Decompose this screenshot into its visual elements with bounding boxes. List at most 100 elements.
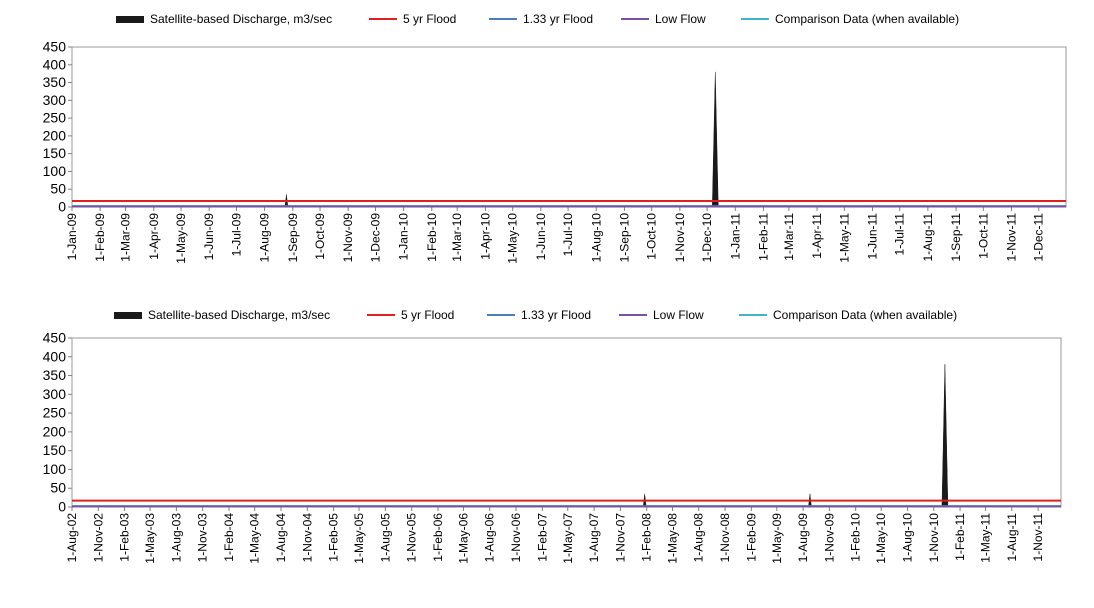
x-tick-label: 1-Jul-10: [561, 213, 575, 257]
x-tick-label: 1-Feb-11: [756, 213, 770, 261]
plot-border: [71, 46, 1067, 208]
x-tick-label: 1-May-06: [456, 513, 470, 564]
x-tick-label: 1-May-05: [352, 513, 366, 564]
legend-label-discharge: Satellite-based Discharge, m3/sec: [150, 12, 333, 26]
x-tick-label: 1-Nov-11: [1031, 513, 1045, 562]
x-tick-label: 1-May-09: [770, 513, 784, 564]
x-tick-label: 1-Feb-09: [744, 513, 758, 562]
y-tick-label: 0: [58, 199, 66, 215]
x-tick-label: 1-Aug-02: [65, 513, 79, 563]
legend-label-flood133: 1.33 yr Flood: [521, 308, 592, 322]
x-tick-label: 1-May-10: [874, 513, 888, 564]
x-tick-label: 1-Jul-11: [893, 213, 907, 256]
y-tick-label: 300: [43, 386, 67, 402]
legend-item-flood5: 5 yr Flood: [367, 306, 454, 324]
x-tick-label: 1-Nov-06: [509, 513, 523, 563]
legend-swatch-lowflow: [621, 18, 649, 20]
x-tick-label: 1-Aug-05: [378, 513, 392, 563]
x-tick-label: 1-Oct-10: [645, 213, 659, 260]
x-tick-label: 1-Jun-10: [534, 213, 548, 261]
x-tick-label: 1-Jun-11: [865, 213, 879, 260]
x-tick-label: 1-Sep-11: [949, 213, 963, 262]
legend-swatch-discharge: [116, 15, 144, 23]
y-tick-label: 350: [43, 74, 67, 90]
x-tick-label: 1-May-04: [248, 513, 262, 564]
legend-label-comparison: Comparison Data (when available): [773, 308, 958, 322]
plot-border: [71, 337, 1062, 508]
x-tick-label: 1-Nov-02: [91, 513, 105, 563]
x-tick-label: 1-Feb-11: [953, 513, 967, 561]
discharge-chart-recent: Satellite-based Discharge, m3/sec 5 yr F…: [0, 0, 1094, 292]
x-tick-label: 1-Jul-09: [229, 213, 243, 257]
x-tick-label: 1-Dec-11: [1032, 213, 1046, 262]
legend-item-flood133: 1.33 yr Flood: [489, 10, 593, 28]
y-tick-label: 50: [50, 480, 66, 496]
x-tick-label: 1-Mar-09: [119, 213, 133, 262]
y-tick-label: 300: [43, 92, 67, 108]
x-tick-label: 1-May-10: [506, 213, 520, 264]
legend-item-comparison: Comparison Data (when available): [739, 306, 957, 324]
x-tick-label: 1-Jan-10: [397, 213, 411, 261]
x-tick-label: 1-Aug-10: [589, 213, 603, 263]
chart-legend: Satellite-based Discharge, m3/sec 5 yr F…: [0, 306, 1094, 324]
x-tick-label: 1-Nov-07: [613, 513, 627, 563]
x-tick-label: 1-Aug-04: [274, 513, 288, 563]
x-tick-label: 1-Nov-11: [1004, 213, 1018, 262]
plot-area-full: 0 50 100 150 200 250 300 350 400 450 1-Aug-02 1-Nov…: [43, 330, 1062, 564]
legend-item-comparison: Comparison Data (when available): [741, 10, 959, 28]
x-tick-label: 1-Feb-09: [93, 213, 107, 262]
legend-label-flood133: 1.33 yr Flood: [523, 12, 594, 26]
legend-label-flood5: 5 yr Flood: [401, 308, 455, 322]
y-tick-label: 100: [43, 461, 67, 477]
y-tick-label: 200: [43, 127, 67, 143]
x-tick-label: 1-Aug-08: [692, 513, 706, 563]
legend-label-comparison: Comparison Data (when available): [775, 12, 960, 26]
x-tick-label: 1-Apr-09: [147, 213, 161, 260]
x-tick-label: 1-Apr-10: [478, 213, 492, 260]
x-tick-label: 1-Feb-07: [535, 513, 549, 562]
y-tick-label: 450: [43, 330, 67, 346]
x-tick-label: 1-Sep-10: [617, 213, 631, 263]
legend-item-flood5: 5 yr Flood: [369, 10, 456, 28]
legend-label-lowflow: Low Flow: [653, 308, 704, 322]
x-tick-label: 1-Dec-09: [368, 213, 382, 263]
discharge-chart-full: Satellite-based Discharge, m3/sec 5 yr F…: [0, 296, 1094, 606]
y-tick-label: 400: [43, 348, 67, 364]
legend-swatch-flood133: [487, 314, 515, 316]
x-tick-label: 1-Feb-04: [222, 513, 236, 562]
legend-item-flood133: 1.33 yr Flood: [487, 306, 591, 324]
x-tick-label: 1-May-08: [665, 513, 679, 564]
x-tick-label: 1-May-11: [979, 513, 993, 563]
legend-item-discharge: Satellite-based Discharge, m3/sec: [114, 306, 330, 324]
y-tick-label: 150: [43, 145, 67, 161]
x-tick-label: 1-Aug-09: [258, 213, 272, 263]
legend-item-discharge: Satellite-based Discharge, m3/sec: [116, 10, 332, 28]
y-tick-label: 250: [43, 110, 67, 126]
x-tick-label: 1-Feb-06: [431, 513, 445, 562]
x-tick-label: 1-Feb-03: [118, 513, 132, 562]
x-tick-label: 1-Oct-11: [976, 213, 990, 259]
x-tick-label: 1-Aug-11: [1005, 513, 1019, 562]
y-tick-label: 150: [43, 442, 67, 458]
x-tick-label: 1-May-07: [561, 513, 575, 564]
x-tick-label: 1-Aug-03: [169, 513, 183, 563]
x-tick-label: 1-May-11: [837, 213, 851, 263]
x-tick-label: 1-Mar-10: [450, 213, 464, 262]
x-tick-label: 1-Aug-11: [921, 213, 935, 262]
x-tick-label: 1-May-09: [174, 213, 188, 264]
x-tick-label: 1-Dec-10: [700, 213, 714, 263]
x-tick-label: 1-Oct-09: [313, 213, 327, 260]
x-tick-label: 1-Aug-09: [796, 513, 810, 563]
legend-item-lowflow: Low Flow: [619, 306, 704, 324]
x-tick-label: 1-Mar-11: [782, 213, 796, 261]
x-tick-label: 1-Nov-09: [822, 513, 836, 563]
y-tick-label: 450: [43, 39, 67, 55]
x-tick-label: 1-Sep-09: [286, 213, 300, 263]
legend-swatch-flood5: [369, 18, 397, 20]
x-tick-label: 1-Feb-08: [640, 513, 654, 562]
x-tick-label: 1-Nov-08: [718, 513, 732, 563]
x-tick-label: 1-Feb-10: [849, 513, 863, 562]
x-tick-label: 1-Nov-04: [300, 513, 314, 563]
x-tick-label: 1-Nov-05: [405, 513, 419, 563]
